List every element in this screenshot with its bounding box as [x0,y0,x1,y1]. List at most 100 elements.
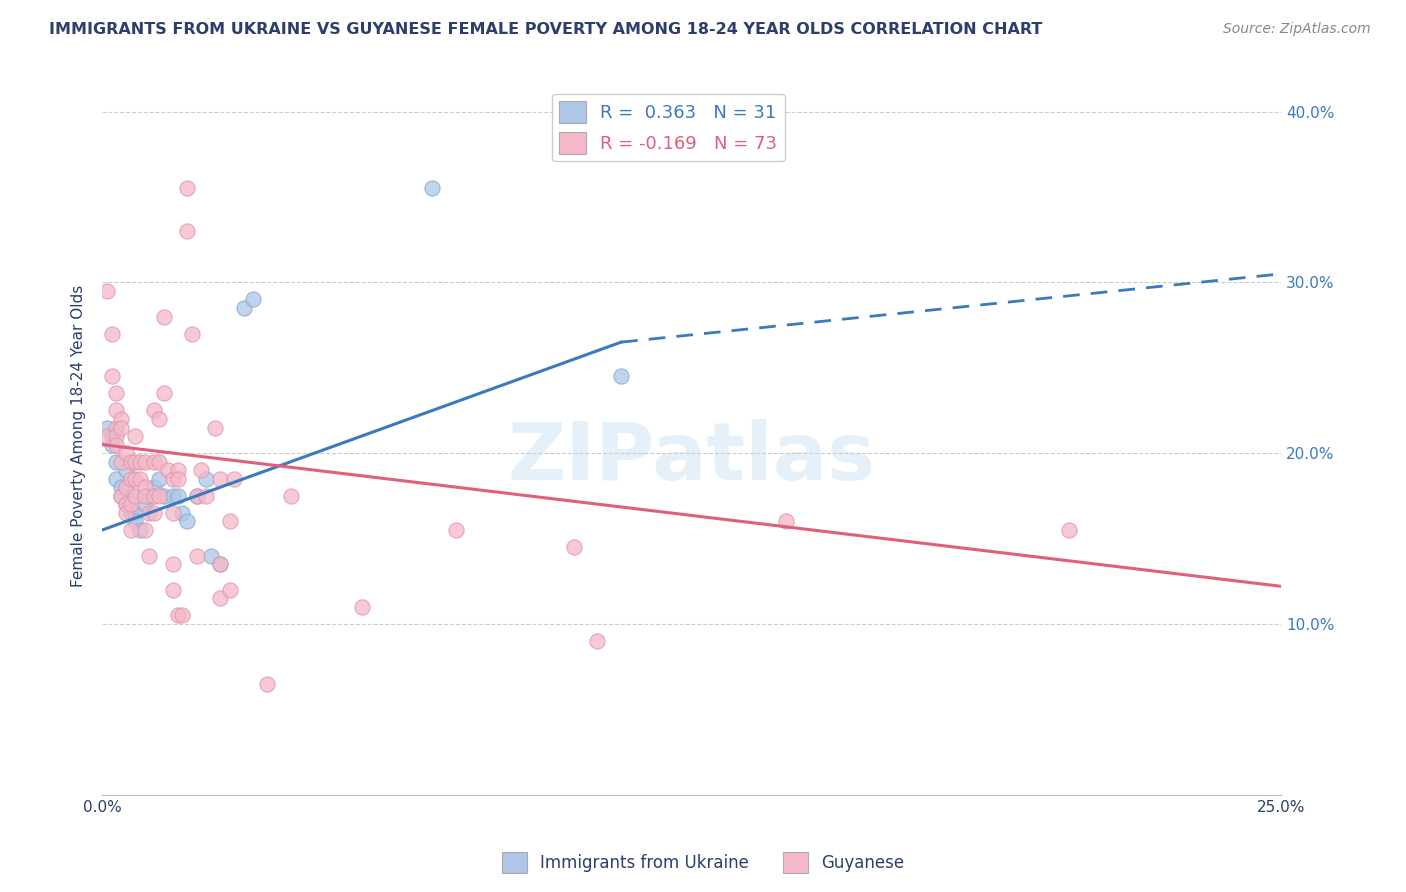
Point [148,412,170,426]
Point [105,455,128,469]
Point [162,506,184,520]
Point [143,455,166,469]
Point [143,480,166,494]
Point [114,497,136,511]
Point [562,540,585,554]
Point [120,523,142,537]
Point [124,472,146,486]
Point [134,523,156,537]
Point [148,472,170,486]
Point [138,549,160,563]
Point [152,386,174,401]
Point [120,472,142,486]
Point [124,506,146,520]
Point [186,549,208,563]
Point [148,489,170,503]
Point [124,429,146,443]
Point [176,181,198,195]
Point [610,369,633,384]
Point [242,293,264,307]
Point [114,480,136,494]
Point [195,489,218,503]
Point [218,582,240,597]
Point [134,497,156,511]
Point [114,506,136,520]
Point [110,455,132,469]
Point [180,326,202,341]
Point [120,455,142,469]
Point [114,497,136,511]
Point [110,489,132,503]
Point [148,455,170,469]
Point [350,599,373,614]
Point [120,497,142,511]
Point [100,429,122,443]
Point [100,437,122,451]
Point [124,515,146,529]
Point [209,557,232,571]
Point [96,420,118,434]
Point [209,591,232,606]
Point [162,489,184,503]
Point [120,506,142,520]
Point [105,420,128,434]
Legend: R =  0.363   N = 31, R = -0.169   N = 73: R = 0.363 N = 31, R = -0.169 N = 73 [551,94,785,161]
Point [124,489,146,503]
Point [204,420,226,434]
Point [186,489,208,503]
Point [143,489,166,503]
Point [110,480,132,494]
Point [256,676,278,690]
Text: IMMIGRANTS FROM UKRAINE VS GUYANESE FEMALE POVERTY AMONG 18-24 YEAR OLDS CORRELA: IMMIGRANTS FROM UKRAINE VS GUYANESE FEMA… [49,22,1043,37]
Point [152,310,174,324]
Point [186,489,208,503]
Point [110,420,132,434]
Point [218,515,240,529]
Point [176,515,198,529]
Point [166,463,188,477]
Point [100,369,122,384]
Text: ZIPatlas: ZIPatlas [508,418,876,497]
Point [209,472,232,486]
Point [100,326,122,341]
Point [129,472,152,486]
Point [114,463,136,477]
Point [105,472,128,486]
Point [775,515,797,529]
Point [134,455,156,469]
Point [96,284,118,298]
Point [105,437,128,451]
Point [166,472,188,486]
Legend: Immigrants from Ukraine, Guyanese: Immigrants from Ukraine, Guyanese [495,846,911,880]
Point [195,472,218,486]
Point [176,224,198,238]
Point [105,403,128,417]
Point [232,301,254,315]
Y-axis label: Female Poverty Among 18-24 Year Olds: Female Poverty Among 18-24 Year Olds [72,285,86,587]
Point [422,181,444,195]
Point [172,608,194,623]
Point [110,489,132,503]
Point [138,489,160,503]
Point [157,463,180,477]
Point [162,472,184,486]
Point [162,557,184,571]
Point [138,506,160,520]
Point [444,523,467,537]
Point [280,489,302,503]
Point [129,523,152,537]
Point [190,463,212,477]
Point [105,429,128,443]
Point [166,489,188,503]
Point [586,634,609,648]
Point [1057,523,1080,537]
Point [124,455,146,469]
Point [162,582,184,597]
Point [105,386,128,401]
Point [209,557,232,571]
Text: Source: ZipAtlas.com: Source: ZipAtlas.com [1223,22,1371,37]
Point [96,429,118,443]
Point [114,446,136,460]
Point [224,472,246,486]
Point [200,549,222,563]
